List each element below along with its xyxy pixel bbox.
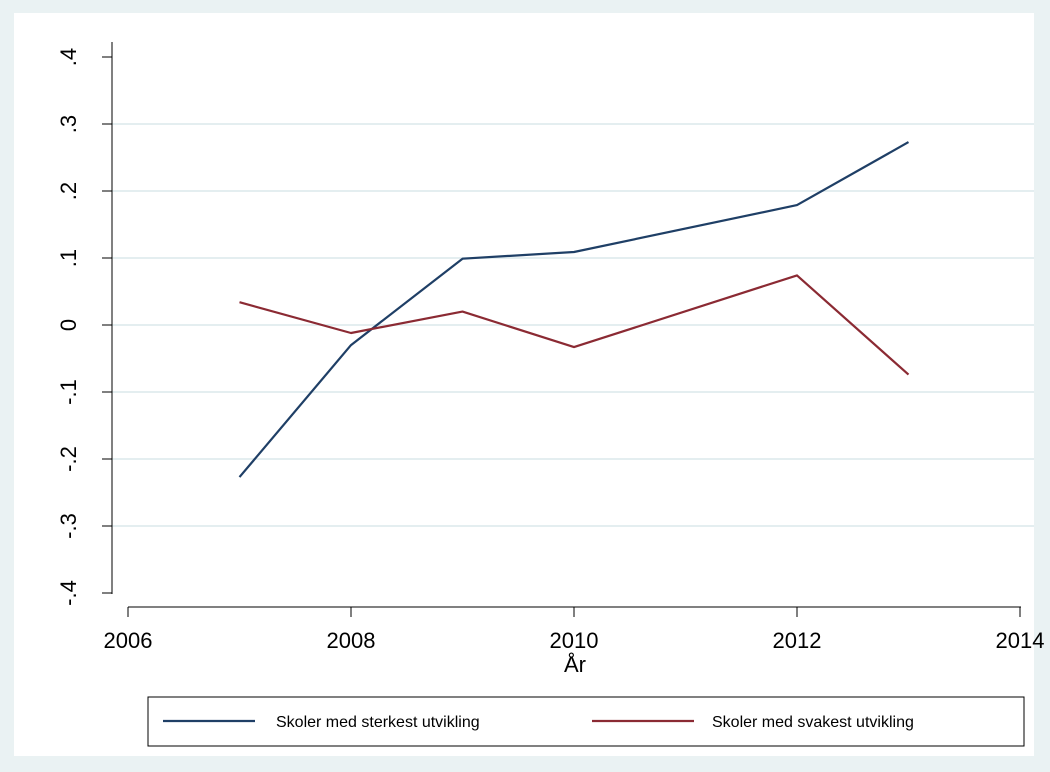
y-tick-label: -.2 (56, 446, 81, 472)
series-layer (238, 141, 910, 478)
series-line-1 (238, 141, 910, 478)
y-tick-label: .3 (56, 115, 81, 133)
legend: Skoler med sterkest utvikling Skoler med … (147, 696, 1025, 747)
x-tick-label: 2014 (996, 628, 1045, 653)
series-line-2 (239, 274, 910, 376)
x-tick-label: 2010 (550, 628, 599, 653)
gridlines (112, 123, 1034, 527)
x-tick-label: 2008 (327, 628, 376, 653)
y-tick-label: -.4 (56, 580, 81, 606)
x-tick-label: 2012 (773, 628, 822, 653)
y-tick-label: 0 (56, 319, 81, 331)
legend-label: Skoler med svakest utvikling (712, 714, 914, 731)
y-tick-label: -.3 (56, 513, 81, 539)
y-tick-label: .1 (56, 249, 81, 267)
plot-area (14, 13, 1034, 756)
legend-label: Skoler med sterkest utvikling (276, 714, 480, 731)
y-tick-label: -.1 (56, 379, 81, 405)
y-tick-label: .4 (56, 48, 81, 66)
x-tick-label: 2006 (104, 628, 153, 653)
y-tick-label: .2 (56, 182, 81, 200)
legend-box (147, 696, 1025, 747)
axes: -.4 -.3 -.2 -.1 0 .1 .2 .3 .4 2006 2008 2010 2012 201… (56, 42, 1045, 653)
x-axis-title: År (564, 652, 586, 677)
